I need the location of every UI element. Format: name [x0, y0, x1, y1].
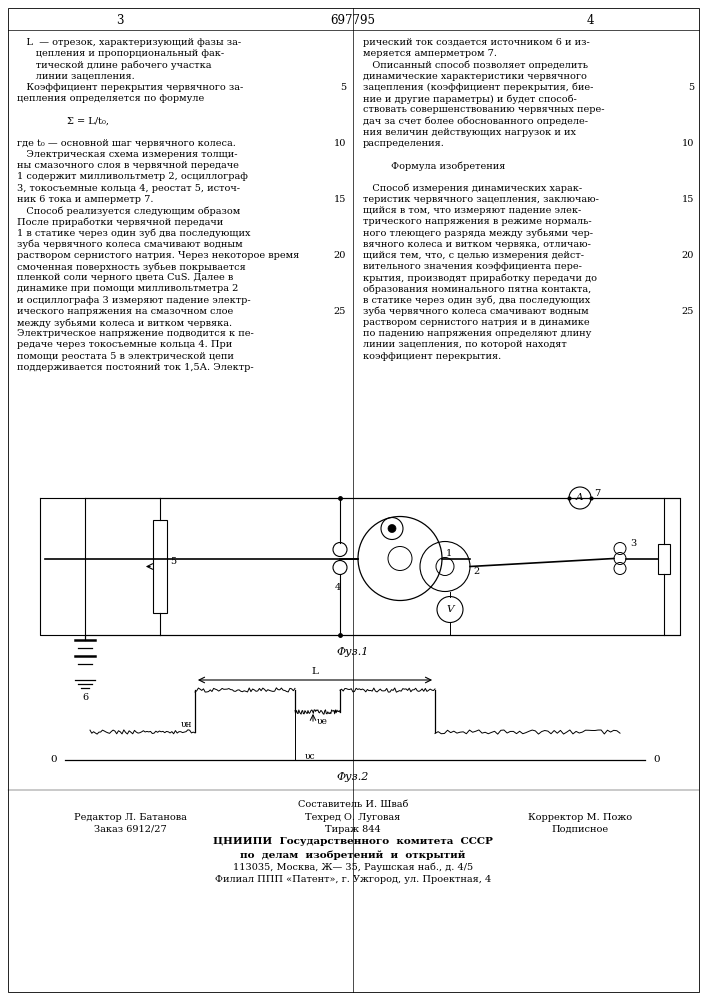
- Text: помощи реостата 5 в электрической цепи: помощи реостата 5 в электрической цепи: [17, 352, 234, 361]
- Text: Филиал ППП «Патент», г. Ужгород, ул. Проектная, 4: Филиал ППП «Патент», г. Ужгород, ул. Про…: [215, 875, 491, 884]
- Text: υе: υе: [317, 717, 328, 726]
- Circle shape: [388, 524, 396, 532]
- Text: υс: υс: [305, 752, 315, 761]
- Text: в статике через один зуб, два последующих: в статике через один зуб, два последующи…: [363, 296, 590, 305]
- Text: 113035, Москва, Ж— 35, Раушская наб., д. 4/5: 113035, Москва, Ж— 35, Раушская наб., д.…: [233, 862, 473, 872]
- Text: где t₀ — основной шаг червячного колеса.: где t₀ — основной шаг червячного колеса.: [17, 139, 236, 148]
- Text: 20: 20: [334, 251, 346, 260]
- Text: Электрическая схема измерения толщи-: Электрическая схема измерения толщи-: [17, 150, 238, 159]
- Text: динамике при помощи милливольтметра 2: динамике при помощи милливольтметра 2: [17, 284, 238, 293]
- Text: 7: 7: [594, 488, 600, 497]
- Text: Техред О. Луговая: Техред О. Луговая: [305, 812, 401, 822]
- Text: образования номинального пятна контакта,: образования номинального пятна контакта,: [363, 284, 591, 294]
- Text: щийся в том, что измеряют падение элек-: щийся в том, что измеряют падение элек-: [363, 206, 581, 215]
- Text: динамические характеристики червячного: динамические характеристики червячного: [363, 72, 587, 81]
- Text: тической длине рабочего участка: тической длине рабочего участка: [17, 60, 211, 70]
- Text: Описанный способ позволяет определить: Описанный способ позволяет определить: [363, 60, 588, 70]
- Text: поддерживается постояний ток 1,5А. Электр-: поддерживается постояний ток 1,5А. Элект…: [17, 363, 254, 372]
- Bar: [153, 520, 167, 613]
- Text: 0: 0: [653, 756, 660, 764]
- Text: Составитель И. Шваб: Составитель И. Шваб: [298, 800, 408, 809]
- Text: ического напряжения на смазочном слое: ического напряжения на смазочном слое: [17, 307, 233, 316]
- Text: дач за счет более обоснованного определе-: дач за счет более обоснованного определе…: [363, 116, 588, 126]
- Text: зацепления (коэффициент перекрытия, бие-: зацепления (коэффициент перекрытия, бие-: [363, 83, 593, 92]
- Text: крытия, производят приработку передачи до: крытия, производят приработку передачи д…: [363, 273, 597, 283]
- Text: 5: 5: [170, 557, 176, 566]
- Text: и осциллографа 3 измеряют падение электр-: и осциллографа 3 измеряют падение электр…: [17, 296, 250, 305]
- Text: 20: 20: [682, 251, 694, 260]
- Text: 15: 15: [682, 195, 694, 204]
- Text: 5: 5: [340, 83, 346, 92]
- Text: 6: 6: [82, 693, 88, 702]
- Text: ЦНИИПИ  Государственного  комитета  СССР: ЦНИИПИ Государственного комитета СССР: [213, 838, 493, 846]
- Text: 25: 25: [334, 307, 346, 316]
- Text: Способ измерения динамических харак-: Способ измерения динамических харак-: [363, 184, 582, 193]
- Text: Φуз.2: Φуз.2: [337, 772, 369, 782]
- Text: цепления определяется по формуле: цепления определяется по формуле: [17, 94, 204, 103]
- Text: по  делам  изобретений  и  открытий: по делам изобретений и открытий: [240, 850, 466, 859]
- Text: L  — отрезок, характеризующий фазы за-: L — отрезок, характеризующий фазы за-: [17, 38, 241, 47]
- Text: зуба червячного колеса смачивают водным: зуба червячного колеса смачивают водным: [17, 240, 243, 249]
- Text: Корректор М. Пожо: Корректор М. Пожо: [528, 812, 632, 822]
- Text: цепления и пропорциональный фак-: цепления и пропорциональный фак-: [17, 49, 224, 58]
- Text: L: L: [312, 667, 318, 676]
- Text: 3: 3: [630, 539, 636, 548]
- Text: 1 содержит милливольтметр 2, осциллограф: 1 содержит милливольтметр 2, осциллограф: [17, 172, 248, 181]
- Text: 5: 5: [688, 83, 694, 92]
- Text: редаче через токосъемные кольца 4. При: редаче через токосъемные кольца 4. При: [17, 340, 233, 349]
- Text: Редактор Л. Батанова: Редактор Л. Батанова: [74, 812, 187, 822]
- Text: 1: 1: [446, 549, 452, 558]
- Bar: [658, 544, 670, 574]
- Text: между зубьями колеса и витком червяка.: между зубьями колеса и витком червяка.: [17, 318, 232, 328]
- Text: Электрическое напряжение подводится к пе-: Электрическое напряжение подводится к пе…: [17, 329, 254, 338]
- Text: 10: 10: [682, 139, 694, 148]
- Text: 25: 25: [682, 307, 694, 316]
- Text: вительного значения коэффициента пере-: вительного значения коэффициента пере-: [363, 262, 582, 271]
- Text: пленкой соли черного цвета CuS. Далее в: пленкой соли черного цвета CuS. Далее в: [17, 273, 233, 282]
- Text: линии зацепления, по которой находят: линии зацепления, по которой находят: [363, 340, 567, 349]
- Text: Φуз.1: Φуз.1: [337, 647, 369, 657]
- Text: меряется амперметром 7.: меряется амперметром 7.: [363, 49, 497, 58]
- Text: щийся тем, что, с целью измерения дейст-: щийся тем, что, с целью измерения дейст-: [363, 251, 584, 260]
- Text: раствором сернистого натрия. Через некоторое время: раствором сернистого натрия. Через некот…: [17, 251, 299, 260]
- Text: ние и другие параметры) и будет способ-: ние и другие параметры) и будет способ-: [363, 94, 577, 104]
- Text: рический ток создается источником 6 и из-: рический ток создается источником 6 и из…: [363, 38, 590, 47]
- Text: 697795: 697795: [330, 14, 375, 27]
- Text: После приработки червячной передачи: После приработки червячной передачи: [17, 217, 223, 227]
- Text: вячного колеса и витком червяка, отличаю-: вячного колеса и витком червяка, отличаю…: [363, 240, 591, 249]
- Text: зуба червячного колеса смачивают водным: зуба червячного колеса смачивают водным: [363, 307, 589, 316]
- Text: Σ = L/t₀,: Σ = L/t₀,: [17, 116, 109, 125]
- Text: 1 в статике через один зуб два последующих: 1 в статике через один зуб два последующ…: [17, 228, 250, 238]
- Text: ного тлеющего разряда между зубьями чер-: ного тлеющего разряда между зубьями чер-: [363, 228, 593, 238]
- Text: υн: υн: [180, 720, 192, 729]
- Text: 10: 10: [334, 139, 346, 148]
- Text: Заказ 6912/27: Заказ 6912/27: [93, 825, 166, 834]
- Text: по падению напряжения определяют длину: по падению напряжения определяют длину: [363, 329, 591, 338]
- Text: Коэффициент перекрытия червячного за-: Коэффициент перекрытия червячного за-: [17, 83, 243, 92]
- Text: линии зацепления.: линии зацепления.: [17, 72, 135, 81]
- Text: распределения.: распределения.: [363, 139, 445, 148]
- Text: 0: 0: [50, 756, 57, 764]
- Text: 3, токосъемные кольца 4, реостат 5, источ-: 3, токосъемные кольца 4, реостат 5, исто…: [17, 184, 240, 193]
- Text: ствовать совершенствованию червячных пере-: ствовать совершенствованию червячных пер…: [363, 105, 604, 114]
- Text: трического напряжения в режиме нормаль-: трического напряжения в режиме нормаль-: [363, 217, 592, 226]
- Text: коэффициент перекрытия.: коэффициент перекрытия.: [363, 352, 501, 361]
- Text: Тираж 844: Тираж 844: [325, 825, 381, 834]
- Text: теристик червячного зацепления, заключаю-: теристик червячного зацепления, заключаю…: [363, 195, 599, 204]
- Text: V: V: [446, 605, 454, 614]
- Text: смоченная поверхность зубьев покрывается: смоченная поверхность зубьев покрывается: [17, 262, 246, 271]
- Text: 3: 3: [116, 14, 124, 27]
- Text: 2: 2: [473, 567, 479, 576]
- Text: 15: 15: [334, 195, 346, 204]
- Text: Подписное: Подписное: [551, 825, 609, 834]
- Text: Способ реализуется следующим образом: Способ реализуется следующим образом: [17, 206, 240, 216]
- Text: 4: 4: [586, 14, 594, 27]
- Text: ния величин действующих нагрузок и их: ния величин действующих нагрузок и их: [363, 128, 576, 137]
- Text: A: A: [576, 493, 584, 502]
- Text: раствором сернистого натрия и в динамике: раствором сернистого натрия и в динамике: [363, 318, 590, 327]
- Text: 4: 4: [335, 584, 341, 592]
- Text: ник 6 тока и амперметр 7.: ник 6 тока и амперметр 7.: [17, 195, 153, 204]
- Text: Формула изобретения: Формула изобретения: [363, 161, 506, 171]
- Text: ны смазочного слоя в червячной передаче: ны смазочного слоя в червячной передаче: [17, 161, 239, 170]
